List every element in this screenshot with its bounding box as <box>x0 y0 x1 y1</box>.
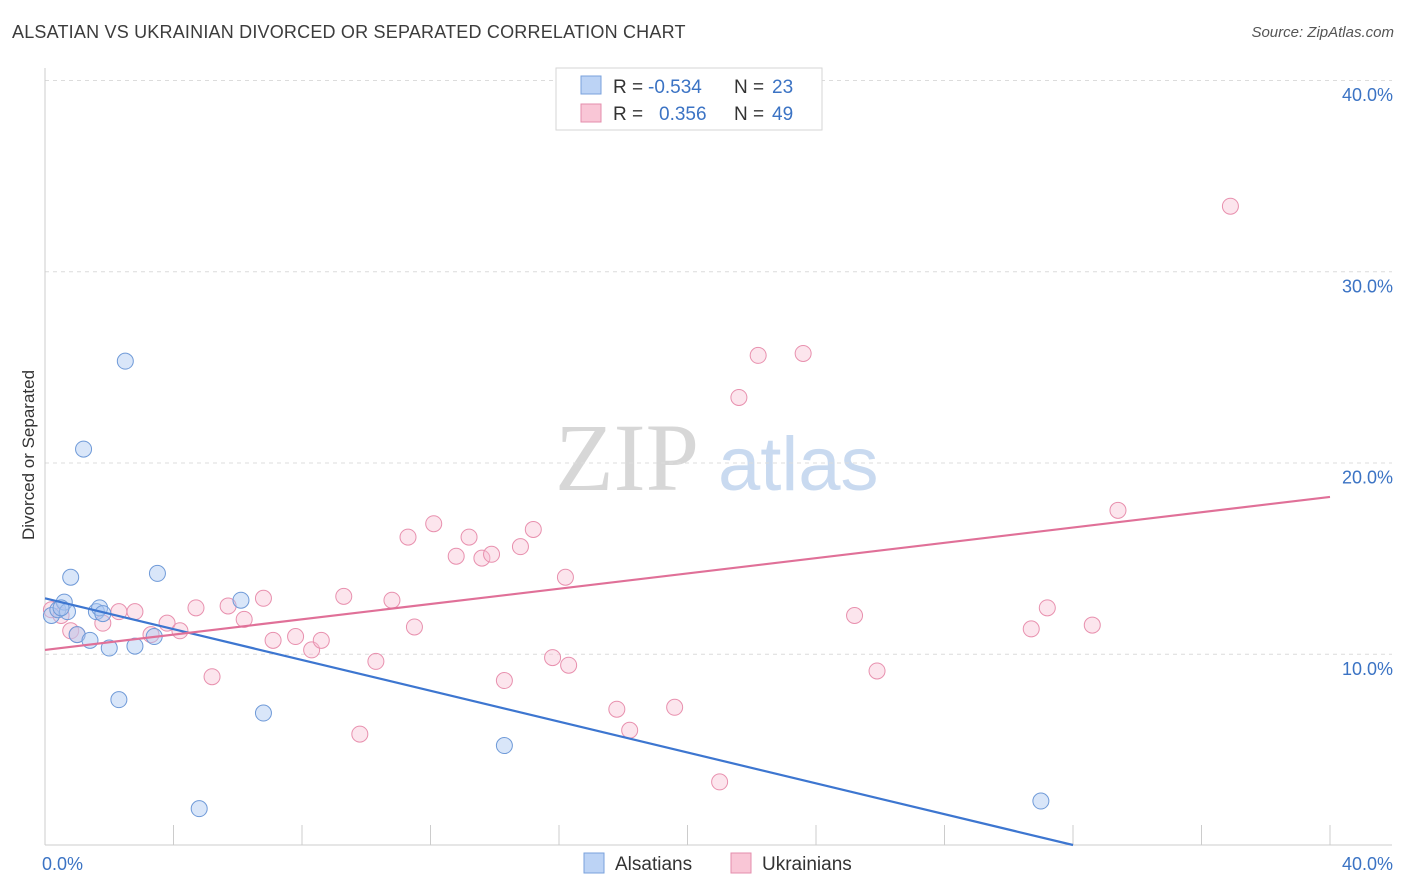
y-tick-label-1: 20.0% <box>1342 468 1393 488</box>
ukrainians-point-13 <box>235 610 253 628</box>
alsatians-point-17 <box>190 800 208 818</box>
legend-swatch-alsatians <box>580 75 602 95</box>
legend-r-label-ukrainians: R = <box>613 104 643 125</box>
legend-r-value-ukrainians: 0.356 <box>659 104 707 125</box>
series-legend-label-alsatians: Alsatians <box>615 854 692 875</box>
ukrainians-point-30 <box>495 672 513 690</box>
y-tick-label-0: 10.0% <box>1342 659 1393 679</box>
series-legend-swatch-ukrainians <box>730 852 752 874</box>
ukrainians-point-46 <box>1038 599 1056 617</box>
chart-title: ALSATIAN VS UKRAINIAN DIVORCED OR SEPARA… <box>12 22 686 42</box>
legend-swatch-ukrainians <box>580 103 602 123</box>
alsatians-point-11 <box>100 639 118 657</box>
ukrainians-point-40 <box>730 388 748 406</box>
series-legend-label-ukrainians: Ukrainians <box>762 854 852 875</box>
y-tick-label-2: 30.0% <box>1342 276 1393 296</box>
ukrainians-point-32 <box>524 520 542 538</box>
axes <box>44 68 1392 846</box>
ukrainians-point-45 <box>1022 620 1040 638</box>
ukrainians-point-49 <box>1221 197 1239 215</box>
ukrainians-point-36 <box>608 700 626 718</box>
alsatians-point-16 <box>148 564 166 582</box>
ukrainians-point-38 <box>666 698 684 716</box>
alsatians-point-18 <box>232 591 250 609</box>
ukrainians-trend-line <box>44 495 1331 652</box>
ukrainians-point-10 <box>187 599 205 617</box>
grid-lines <box>45 80 1392 655</box>
ukrainians-point-28 <box>473 549 491 567</box>
ukrainians-point-21 <box>367 652 385 670</box>
alsatians-point-13 <box>116 352 134 370</box>
ukrainians-point-29 <box>483 545 501 563</box>
ukrainians-point-44 <box>868 662 886 680</box>
ukrainians-point-24 <box>405 618 423 636</box>
legend-r-value-alsatians: -0.534 <box>648 77 702 98</box>
legend-n-value-alsatians: 23 <box>772 77 793 98</box>
ukrainians-point-33 <box>544 649 562 667</box>
ukrainians-point-34 <box>556 568 574 586</box>
ukrainians-point-20 <box>351 725 369 743</box>
alsatians-points <box>42 352 1050 818</box>
ukrainians-points <box>42 197 1239 791</box>
legend-n-label-alsatians: N = <box>734 77 764 98</box>
watermark-atlas: atlas <box>718 422 879 507</box>
ukrainians-point-48 <box>1109 501 1127 519</box>
watermark-zip: ZIP <box>555 404 699 511</box>
ukrainians-point-11 <box>203 668 221 686</box>
ukrainians-point-39 <box>711 773 729 791</box>
legend-n-value-ukrainians: 49 <box>772 104 793 125</box>
ukrainians-point-37 <box>621 721 639 739</box>
ukrainians-point-35 <box>560 656 578 674</box>
alsatians-point-14 <box>126 637 144 655</box>
ukrainians-point-47 <box>1083 616 1101 634</box>
alsatians-point-20 <box>495 737 513 755</box>
y-axis-label: Divorced or Separated <box>19 370 38 540</box>
ukrainians-point-26 <box>447 547 465 565</box>
ukrainians-point-42 <box>794 344 812 362</box>
ukrainians-point-18 <box>312 631 330 649</box>
ukrainians-point-25 <box>425 515 443 533</box>
stats-legend: R = -0.534 N = 23 R = 0.356 N = 49 <box>555 67 823 131</box>
alsatians-point-6 <box>75 440 93 458</box>
alsatians-point-12 <box>110 691 128 709</box>
alsatians-point-4 <box>62 568 80 586</box>
ukrainians-point-19 <box>335 587 353 605</box>
ukrainians-point-23 <box>399 528 417 546</box>
y-tick-label-3: 40.0% <box>1342 85 1393 105</box>
ukrainians-point-22 <box>383 591 401 609</box>
alsatians-point-21 <box>1032 792 1050 810</box>
ukrainians-point-41 <box>749 346 767 364</box>
ukrainians-point-15 <box>264 631 282 649</box>
legend-r-label-alsatians: R = <box>613 77 643 98</box>
source-label: Source: ZipAtlas.com <box>1251 24 1394 41</box>
alsatians-trend-line <box>44 597 1074 847</box>
x-tick-label-0: 0.0% <box>42 854 83 874</box>
ukrainians-point-27 <box>460 528 478 546</box>
ukrainians-point-6 <box>126 603 144 621</box>
series-legend: Alsatians Ukrainians <box>583 852 852 875</box>
series-legend-swatch-alsatians <box>583 852 605 874</box>
tick-labels: 10.0% 20.0% 30.0% 40.0% 0.0% 40.0% <box>42 85 1393 874</box>
ukrainians-point-16 <box>287 628 305 646</box>
x-tick-label-1: 40.0% <box>1342 854 1393 874</box>
legend-n-label-ukrainians: N = <box>734 104 764 125</box>
ukrainians-point-31 <box>511 538 529 556</box>
ukrainians-point-43 <box>846 607 864 624</box>
alsatians-point-19 <box>254 704 272 722</box>
ukrainians-point-14 <box>254 589 272 607</box>
trend-lines <box>44 495 1331 847</box>
